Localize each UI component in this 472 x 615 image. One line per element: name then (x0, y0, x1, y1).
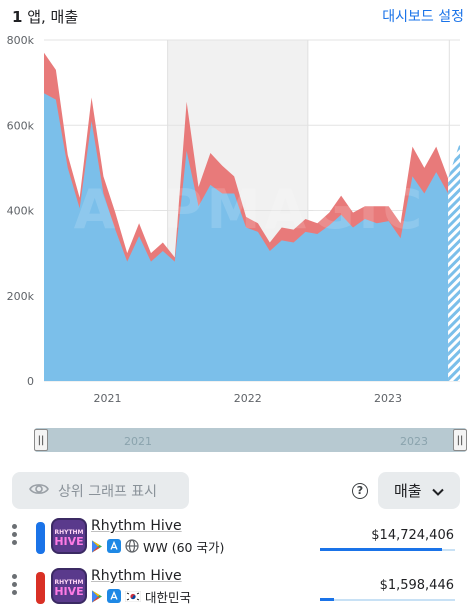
app-meta: WW (60 국가) (91, 537, 224, 555)
region-text: 대한민국 (145, 589, 192, 605)
header: 1 앱, 매출 대시보드 설정 (12, 4, 464, 26)
series-area-ww (44, 93, 449, 381)
app-store-icon (107, 589, 121, 603)
app-icon: RHYTHM HIVE (51, 518, 87, 554)
app-count: 1 (12, 8, 23, 26)
revenue-chart: APPMAGIC 0 200k 400k 600k 800k 2021 2022 2023 (0, 28, 472, 418)
revenue-value: $1,598,446 (379, 578, 454, 593)
dashboard-settings-link[interactable]: 대시보드 설정 (382, 9, 464, 25)
show-top-graph-label: 상위 그래프 표시 (58, 483, 158, 500)
y-tick-label: 600k (7, 119, 35, 132)
y-tick-label: 0 (27, 375, 34, 388)
google-play-icon (91, 540, 103, 553)
help-icon[interactable]: ? (352, 483, 368, 499)
google-play-icon (91, 590, 103, 603)
title-rest: 앱, 매출 (22, 8, 79, 26)
scrollbar-right-handle[interactable]: || (453, 429, 467, 451)
svg-text:RHYTHM: RHYTHM (54, 529, 83, 536)
scrollbar-year-2023: 2023 (400, 435, 428, 448)
revenue-value: $14,724,406 (371, 528, 454, 543)
svg-text:RHYTHM: RHYTHM (54, 579, 83, 586)
svg-text:HIVE: HIVE (54, 535, 83, 548)
x-tick-label: 2022 (234, 392, 262, 405)
scrollbar-year-2021: 2021 (124, 435, 152, 448)
app-meta: 대한민국 (91, 587, 191, 605)
chart-svg: APPMAGIC 0 200k 400k 600k 800k 2021 2022 2023 (7, 34, 460, 405)
metric-select-value: 매출 (394, 482, 422, 500)
y-tick-label: 400k (7, 205, 35, 218)
show-top-graph-button[interactable]: 상위 그래프 표시 (12, 472, 189, 509)
globe-icon (125, 539, 139, 553)
series-color-bar[interactable] (36, 572, 45, 604)
chart-watermark: APPMAGIC (74, 178, 427, 241)
revenue-share-bar (320, 598, 455, 601)
metric-select[interactable]: 매출 (378, 472, 460, 509)
drag-handle-icon[interactable] (12, 574, 18, 600)
revenue-share-fill (320, 598, 334, 601)
revenue-share-fill (320, 548, 442, 551)
series-color-bar[interactable] (36, 522, 45, 554)
controls-bar: 상위 그래프 표시 ? 매출 (0, 472, 472, 512)
drag-handle-icon[interactable] (12, 524, 18, 550)
list-item: RHYTHM HIVE Rhythm Hive 대한민국 $1,598,446 (0, 568, 472, 615)
x-tick-label: 2021 (93, 392, 121, 405)
app-icon: RHYTHM HIVE (51, 568, 87, 604)
app-store-icon (107, 539, 121, 553)
chevron-down-icon (431, 481, 444, 500)
range-scrollbar[interactable]: 2021 2023 || || (34, 428, 467, 452)
y-tick-label: 800k (7, 34, 35, 47)
app-name-link[interactable]: Rhythm Hive (91, 568, 182, 584)
region-text: WW (60 국가) (143, 539, 225, 555)
revenue-share-bar (320, 548, 455, 551)
list-item: RHYTHM HIVE Rhythm Hive WW (60 국가) $14,72… (0, 518, 472, 570)
eye-icon (29, 481, 49, 500)
projected-area (448, 142, 460, 381)
app-name-link[interactable]: Rhythm Hive (91, 518, 182, 534)
y-tick-label: 200k (7, 290, 35, 303)
page-title: 1 앱, 매출 (12, 6, 78, 27)
x-tick-label: 2023 (374, 392, 402, 405)
south-korea-flag-icon (125, 590, 141, 602)
scrollbar-left-handle[interactable]: || (34, 429, 48, 451)
svg-text:HIVE: HIVE (54, 585, 83, 598)
